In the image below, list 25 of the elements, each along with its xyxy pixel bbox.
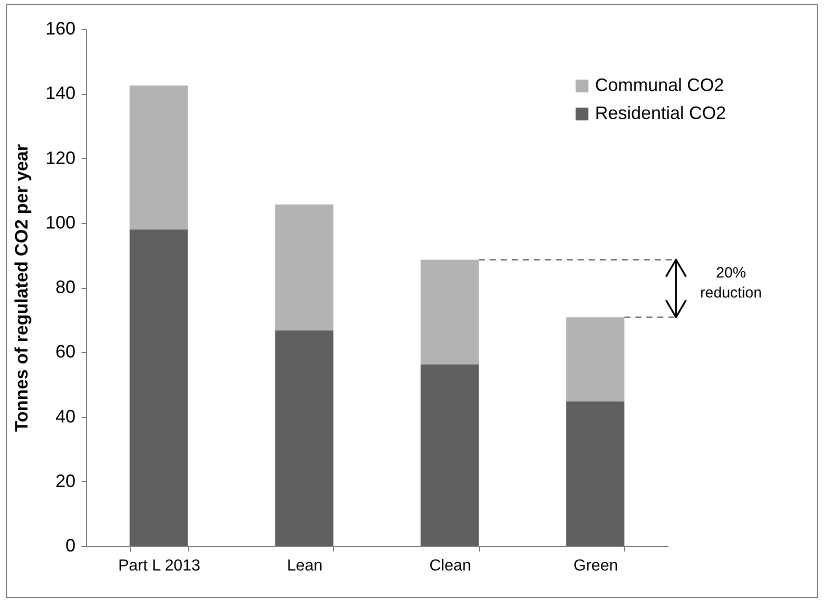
bar xyxy=(420,364,479,546)
bar xyxy=(420,260,479,364)
bar xyxy=(130,229,188,546)
legend-label: Residential CO2 xyxy=(595,103,726,123)
x-tick-label: Part L 2013 xyxy=(118,558,200,574)
text: 20% reduction xyxy=(700,264,762,302)
y-tick-label: 60 xyxy=(55,342,76,362)
bar xyxy=(566,317,624,402)
y-tick-label: 40 xyxy=(55,406,76,426)
bar xyxy=(566,401,624,546)
y-tick-label: 20 xyxy=(55,470,76,491)
y-axis-title: Tonnes of regulated CO2 per year xyxy=(11,144,32,432)
legend-label: Communal CO2 xyxy=(595,75,724,95)
y-tick-label: 120 xyxy=(45,148,76,168)
bar xyxy=(130,86,188,230)
y-tick-label: 0 xyxy=(65,536,76,556)
x-tick-label: Lean xyxy=(286,558,323,574)
y-tick-label: 80 xyxy=(55,277,76,297)
y-tick-label: 140 xyxy=(45,83,76,104)
x-tick-label: Clean xyxy=(429,558,472,574)
bar xyxy=(275,204,334,330)
y-tick-label: 160 xyxy=(45,18,76,38)
y-tick-label: 100 xyxy=(45,212,76,232)
bar xyxy=(275,330,334,546)
x-tick-label: Green xyxy=(574,558,618,574)
